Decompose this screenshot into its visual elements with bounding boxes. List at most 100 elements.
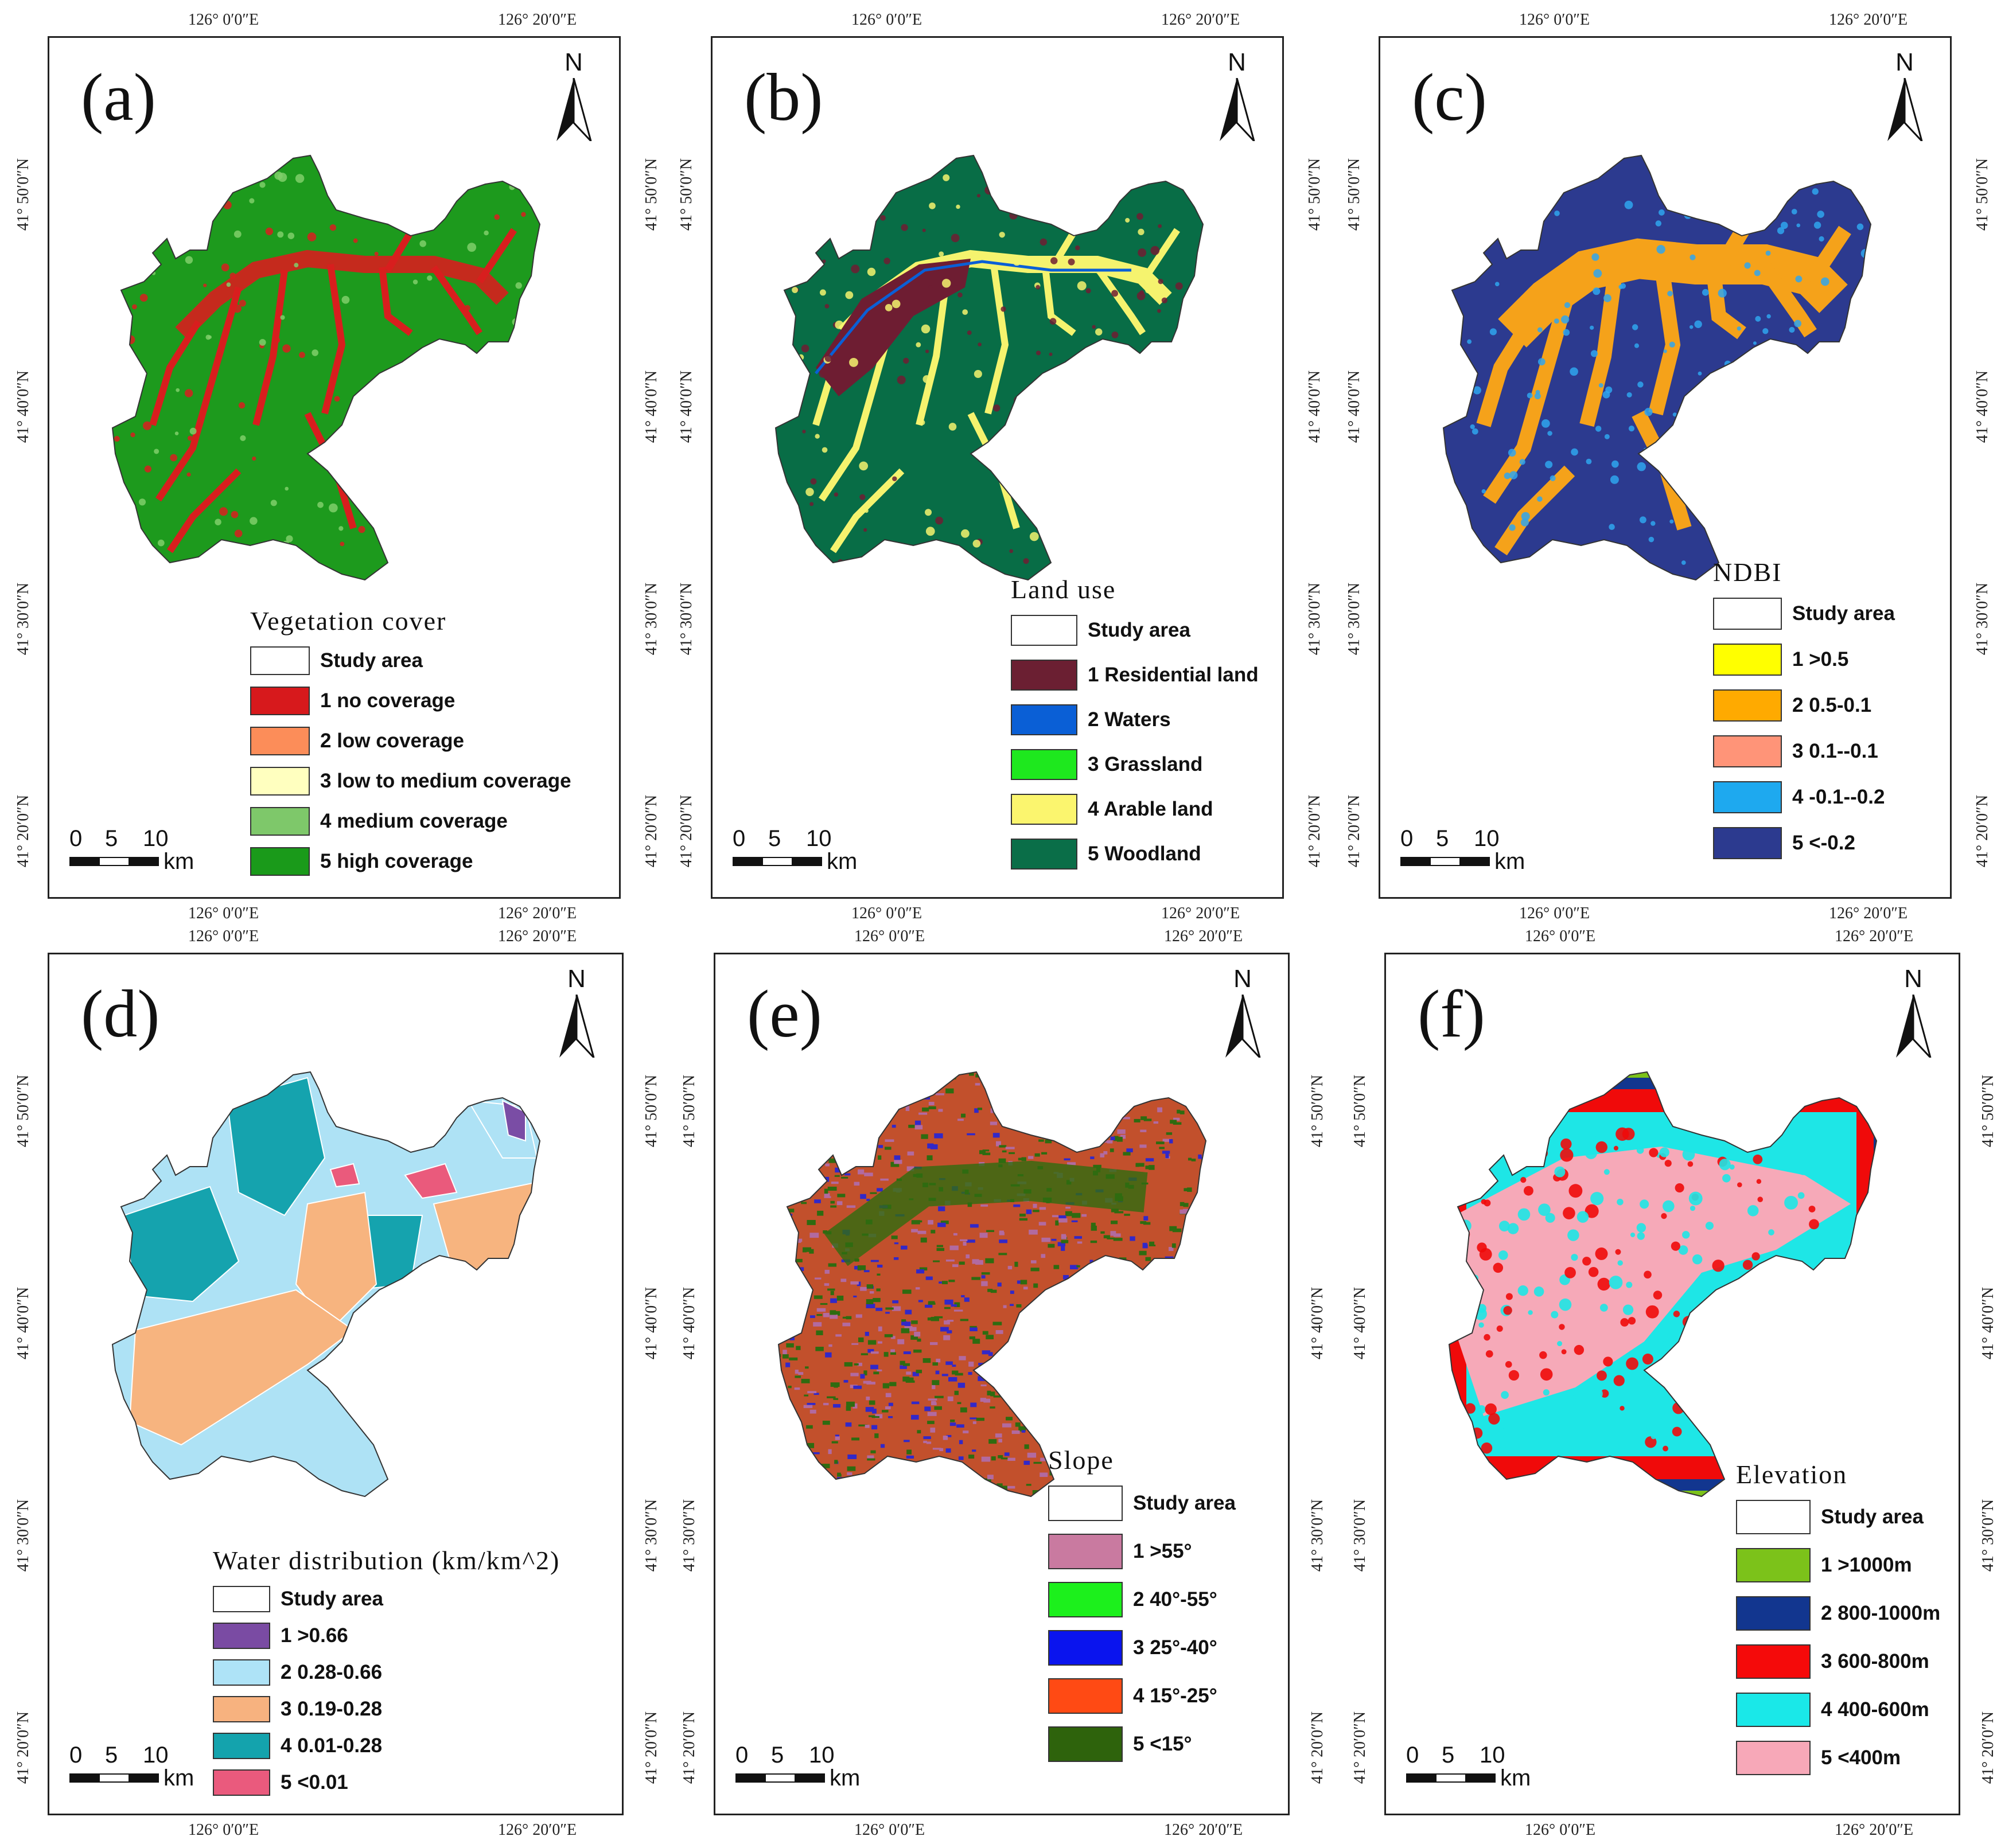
legend-label: 2 0.28-0.66 [281,1661,383,1683]
legend-item: 1 no coverage [250,687,571,715]
left-lat-label: 41° 30′0″N [1345,582,1364,656]
inner-lat-label: 41° 40′0″N [1309,1286,1327,1360]
legend-item: Study area [1713,598,1895,630]
north-arrow: N [1214,48,1260,146]
north-arrow: N [551,48,597,146]
legend-swatch [250,727,310,755]
legend-swatch [1011,839,1077,870]
scale-bar: 0 5 10 km [1400,826,1538,874]
legend-swatch [250,807,310,836]
scale-tick-label: 5 [105,1742,118,1768]
study-area-map [111,154,541,581]
legend-item: 4 -0.1--0.2 [1713,781,1895,813]
inner-lat-label: 41° 30′0″N [1309,1499,1327,1572]
bottom-lon-label-left: 126° 0′0″E [851,904,922,922]
legend-item: Study area [1048,1486,1236,1521]
north-label: N [565,48,583,76]
legend-item: 5 <15° [1048,1726,1236,1762]
north-label: N [567,965,586,993]
left-lat-label: 41° 20′0″N [680,1711,699,1784]
legend-label: 2 low coverage [320,730,464,752]
inner-lat-label: 41° 20′0″N [1306,794,1324,868]
legend-label: 4 medium coverage [320,810,508,832]
panel-label: (e) [747,976,822,1051]
legend-item: 4 0.01-0.28 [213,1733,560,1759]
legend-label: 5 <15° [1133,1733,1192,1755]
left-lat-label: 41° 40′0″N [1345,370,1364,443]
legend-item: 3 Grassland [1011,749,1259,780]
legend-label: Study area [1133,1492,1236,1514]
map-panel-b: (b) N 0 5 10 km Land use Study area 1 Residentia… [711,36,1284,899]
scale-tick-label: 10 [809,1742,835,1768]
legend: Elevation Study area 1 >1000m 2 800-1000m 3 … [1736,1459,1940,1789]
bottom-lon-label-left: 126° 0′0″E [1519,904,1590,922]
north-arrow-icon [1896,995,1932,1058]
legend-swatch [1048,1582,1123,1617]
scale-unit: km [164,849,194,874]
legend-item: 5 Woodland [1011,839,1259,870]
bottom-lon-label-right: 126° 20′0″E [1164,1821,1243,1839]
legend-swatch [213,1659,270,1686]
legend-label: Study area [281,1588,383,1610]
left-lat-label: 41° 50′0″N [1351,1074,1369,1148]
legend-item: 1 >0.5 [1713,644,1895,676]
legend-title: Land use [1011,575,1116,604]
legend-item: 5 <-0.2 [1713,827,1895,859]
legend-swatch [1713,644,1782,676]
scale-bar: 0 5 10 km [69,1742,207,1791]
inner-lat-label: 41° 30′0″N [1973,582,1992,656]
bottom-lon-label-right: 126° 20′0″E [498,1821,577,1839]
panel-label: (c) [1412,60,1487,135]
legend-swatch [1048,1486,1123,1521]
north-arrow: N [1220,965,1266,1062]
inner-lat-label: 41° 50′0″N [1973,158,1992,231]
legend-swatch [1736,1596,1811,1631]
legend-item: 4 Arable land [1011,794,1259,825]
legend-swatch [1736,1693,1811,1727]
inner-lat-label: 41° 50′0″N [1309,1074,1327,1148]
legend-item: 5 <0.01 [213,1769,560,1796]
legend-swatch [250,767,310,796]
study-area-map [1442,154,1872,581]
panel-label: (f) [1418,976,1485,1051]
legend-label: 5 <0.01 [281,1771,348,1794]
inner-lat-label: 41° 40′0″N [643,370,661,443]
top-lon-label-right: 126° 20′0″E [1829,11,1908,29]
legend-item: 1 >0.66 [213,1623,560,1649]
legend-swatch [1713,598,1782,630]
inner-lat-label: 41° 40′0″N [1973,370,1992,443]
legend-label: 1 >55° [1133,1540,1192,1562]
legend-label: 2 Waters [1088,708,1171,731]
scale-bar-graphic [733,857,822,866]
legend: Water distribution (km/km^2) Study area 1 … [213,1545,560,1806]
legend-swatch [1011,749,1077,780]
scale-tick-label: 0 [69,1742,83,1768]
legend-swatch [213,1623,270,1649]
map-panel-c: (c) N 0 5 10 km NDBI Study area 1 >0.5 2 0.5-0.1 3… [1379,36,1952,899]
left-lat-label: 41° 50′0″N [680,1074,699,1148]
scale-tick-label: 10 [1480,1742,1505,1768]
inner-lat-label: 41° 50′0″N [1979,1074,1997,1148]
legend-swatch [1713,827,1782,859]
legend-label: 1 >0.66 [281,1624,348,1647]
top-lon-label-right: 126° 20′0″E [498,927,577,945]
scale-unit: km [1500,1765,1531,1791]
bottom-lon-label-left: 126° 0′0″E [854,1821,925,1839]
left-lat-label: 41° 30′0″N [1351,1499,1369,1572]
legend-label: 3 0.19-0.28 [281,1698,383,1720]
north-label: N [1228,48,1246,76]
legend-label: 3 600-800m [1821,1650,1929,1672]
scale-tick-label: 10 [143,826,169,851]
legend: Vegetation cover Study area 1 no coverage 2… [250,606,571,887]
inner-lat-label: 41° 20′0″N [1979,1711,1997,1784]
legend-swatch [1048,1630,1123,1666]
legend-item: 1 >55° [1048,1534,1236,1569]
inner-lat-label: 41° 30′0″N [643,1499,661,1572]
legend-item: 2 0.5-0.1 [1713,689,1895,722]
legend: NDBI Study area 1 >0.5 2 0.5-0.1 3 0.1--0.1 4… [1713,557,1895,873]
legend-label: Study area [1792,602,1895,625]
legend: Land use Study area 1 Residential land 2 Wa… [1011,574,1259,883]
legend-title: Slope [1048,1445,1114,1475]
map-panel-a: (a) N 0 5 10 km Vegetation cover Study area 1 no… [48,36,621,899]
inner-lat-label: 41° 20′0″N [643,1711,661,1784]
